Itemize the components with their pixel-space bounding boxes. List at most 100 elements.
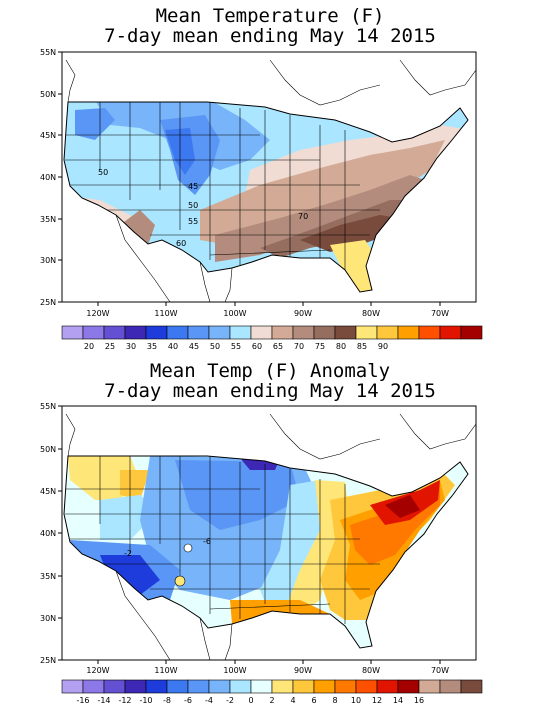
panel1-coastlines	[65, 59, 476, 302]
panel1-colorbar-swatch	[187, 325, 210, 340]
panel1-colorbar-labels: 20 25 30 35 40 45 50 55 60 65 70 75 80 8…	[84, 342, 388, 351]
panel1-colorbar-label: 65	[273, 342, 283, 351]
panel2-colorbar-label: 8	[332, 696, 337, 705]
panel1-lat-label: 50N	[40, 90, 56, 99]
panel2-lat-label: 55N	[40, 402, 56, 411]
panel2-colorbar-swatch	[145, 679, 168, 694]
panel2-colorbar-labels: -16 -14 -12 -10 -8 -6 -4 -2 0 2 4 6 8 10…	[76, 696, 424, 705]
panel1-lon-label: 100W	[223, 309, 246, 318]
panel1-colorbar-swatch	[82, 325, 105, 340]
panel1-longitude-axis: 120W 110W 100W 90W 80W 70W	[86, 309, 449, 318]
panel2-contour-label-minus6: -6	[203, 537, 211, 546]
panel2-colorbar-swatch	[355, 679, 378, 694]
panel2-colorbar-swatch	[271, 679, 294, 694]
panel1-colorbar-swatch	[103, 325, 126, 340]
panel2-colorbar-label: -2	[226, 696, 234, 705]
panel1-contour-label-70: 70	[298, 212, 308, 221]
panel2-colorbar-swatch	[103, 679, 126, 694]
panel1-colorbar-swatch	[145, 325, 168, 340]
panel2-colorbar-label: 6	[311, 696, 316, 705]
panel2-colorbar-swatch	[397, 679, 420, 694]
panel2-colorbar-swatch	[418, 679, 441, 694]
panel1-colorbar-label: 80	[336, 342, 346, 351]
panel1-colorbar-swatch	[397, 325, 420, 340]
panel2-colorbar-swatch	[313, 679, 336, 694]
panel2-lon-label: 100W	[223, 666, 246, 675]
panel2-colorbar-label: -14	[97, 696, 110, 705]
panel1-colorbar-swatch	[334, 325, 357, 340]
panel2-title-line2: 7-day mean ending May 14 2015	[104, 380, 436, 402]
panel2-colorbar	[61, 679, 483, 694]
panel2-colorbar-swatch	[124, 679, 147, 694]
panel2-colorbar-swatch	[460, 679, 483, 694]
panel2-lon-label: 120W	[86, 666, 109, 675]
panel2-colorbar-swatch	[292, 679, 315, 694]
panel1-colorbar-label: 75	[315, 342, 325, 351]
panel1-lat-label: 40N	[40, 173, 56, 182]
panel2-lat-label: 35N	[40, 572, 56, 581]
panel1-lon-label: 120W	[86, 309, 109, 318]
panel1-colorbar-label: 50	[210, 342, 220, 351]
panel1-colorbar-label: 25	[105, 342, 115, 351]
panel1-title-line2: 7-day mean ending May 14 2015	[104, 25, 436, 47]
panel1-colorbar-label: 90	[378, 342, 388, 351]
panel2-colorbar-label: -12	[118, 696, 131, 705]
panel1-colorbar-swatch	[61, 325, 84, 340]
panel2-lon-label: 90W	[294, 666, 312, 675]
panel2-colorbar-label: 2	[269, 696, 274, 705]
panel1-contour-label-50b: 50	[188, 201, 198, 210]
panel1-colorbar-swatch	[439, 325, 462, 340]
panel1-state-borders	[65, 102, 380, 270]
panel2-longitude-axis: 120W 110W 100W 90W 80W 70W	[86, 666, 449, 675]
panel2-lon-label: 70W	[431, 666, 449, 675]
panel2-colorbar-swatch	[250, 679, 273, 694]
panel2-state-borders	[65, 456, 380, 624]
panel2-colorbar-swatch	[439, 679, 462, 694]
panel2-colorbar-swatch	[187, 679, 210, 694]
panel1-contour-label-50: 50	[98, 168, 108, 177]
panel1-colorbar-label: 20	[84, 342, 94, 351]
panel1-colorbar-swatch	[166, 325, 189, 340]
panel2-lat-label: 30N	[40, 614, 56, 623]
panel1-colorbar-swatch	[250, 325, 273, 340]
panel2-coastlines	[65, 413, 476, 660]
panel1-colorbar-label: 40	[168, 342, 178, 351]
panel1-colorbar-label: 30	[126, 342, 136, 351]
panel2-contour-label-minus2: -2	[124, 549, 132, 558]
panel1-colorbar-label: 55	[231, 342, 241, 351]
panel1-colorbar-swatch	[313, 325, 336, 340]
panel2-colorbar-swatch	[229, 679, 252, 694]
panel1-colorbar-swatch	[376, 325, 399, 340]
panel2-colorbar-swatch	[61, 679, 84, 694]
panel1-lon-label: 80W	[362, 309, 380, 318]
panel2-colorbar-label: -6	[184, 696, 192, 705]
panel2-colorbar-label: 10	[351, 696, 361, 705]
panel1-colorbar-label: 35	[147, 342, 157, 351]
panel1-colorbar-label: 45	[189, 342, 199, 351]
panel1-lon-label: 90W	[294, 309, 312, 318]
panel2-colorbar-label: 12	[372, 696, 382, 705]
panel1-colorbar-swatch	[355, 325, 378, 340]
panel2-local-contour	[183, 543, 193, 553]
panel1-colorbar-swatch	[271, 325, 294, 340]
panel1-contour-label-55: 55	[188, 217, 198, 226]
panel2-local-contour	[174, 575, 186, 587]
panel1-title-line1: Mean Temperature (F)	[155, 5, 385, 27]
panel2-colorbar-swatch	[82, 679, 105, 694]
panel2-lon-label: 110W	[154, 666, 177, 675]
panel2-colorbar-label: -8	[163, 696, 171, 705]
panel2-colorbar-label: 4	[290, 696, 295, 705]
panel2-lon-label: 80W	[362, 666, 380, 675]
panel1-colorbar-swatch	[229, 325, 252, 340]
panel1-axis-ticks	[58, 51, 441, 306]
panel1-contour-label-45: 45	[188, 182, 198, 191]
panel1-contour-label-60: 60	[176, 239, 186, 248]
panel1-colorbar-swatch	[418, 325, 441, 340]
panel2-us-outline	[63, 455, 469, 649]
panel2-colorbar-swatch	[376, 679, 399, 694]
panel2-colorbar-label: 14	[393, 696, 403, 705]
panel1-colorbar-swatch	[292, 325, 315, 340]
panel1-colorbar-label: 60	[252, 342, 262, 351]
panel1-colorbar-swatch	[124, 325, 147, 340]
